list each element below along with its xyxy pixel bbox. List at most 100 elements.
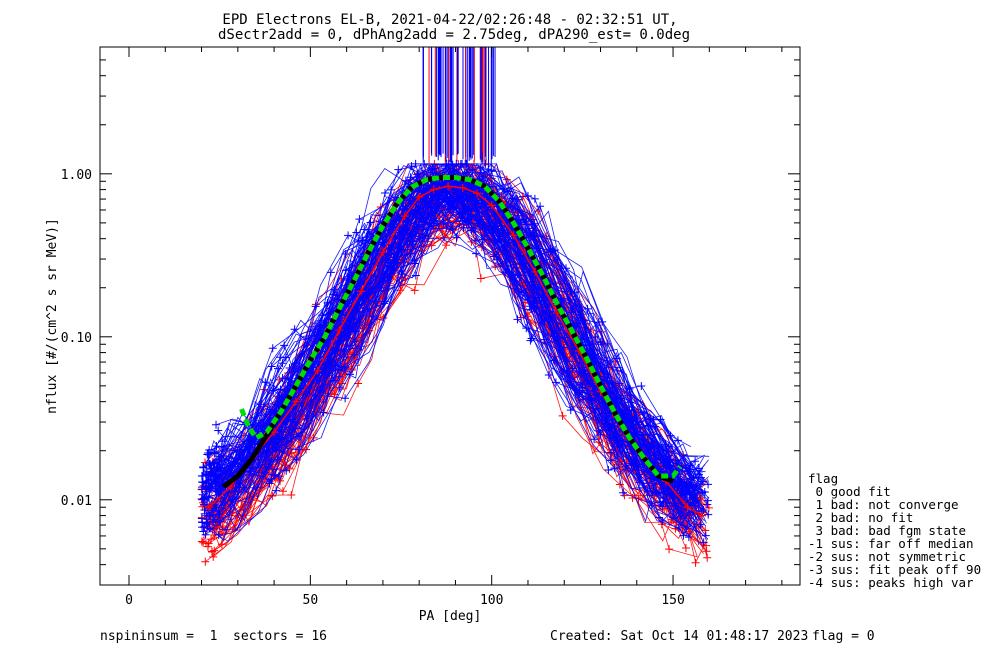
series-point-1-5 bbox=[313, 366, 322, 375]
plus-marker bbox=[594, 426, 603, 435]
trace-line bbox=[213, 192, 687, 551]
plus-marker bbox=[311, 302, 320, 311]
y-axis-label: nflux [#/(cm^2 s sr MeV)] bbox=[45, 218, 60, 414]
noise-lines bbox=[197, 47, 713, 567]
trace-line bbox=[216, 196, 707, 531]
plus-marker bbox=[447, 178, 456, 187]
series-point-1-17 bbox=[531, 267, 540, 276]
plus-marker bbox=[352, 228, 361, 237]
plus-marker bbox=[203, 476, 212, 485]
y-tick-label-2: 1.00 bbox=[61, 168, 92, 183]
legend-item-0: 0 good fit bbox=[808, 484, 891, 499]
plus-marker bbox=[657, 520, 666, 529]
plus-marker bbox=[277, 427, 286, 436]
series-point-0-23 bbox=[661, 462, 670, 471]
chart-title: EPD Electrons EL-B, 2021-04-22/02:26:48 … bbox=[222, 12, 677, 28]
plus-marker bbox=[350, 350, 359, 359]
plus-marker bbox=[380, 299, 389, 308]
series-point-1-13 bbox=[458, 183, 467, 192]
plus-marker bbox=[703, 553, 712, 562]
plus-marker bbox=[362, 233, 371, 242]
plus-marker bbox=[204, 449, 213, 458]
plus-marker bbox=[218, 521, 227, 530]
plus-marker bbox=[604, 465, 613, 474]
plus-marker bbox=[411, 159, 420, 168]
plus-marker bbox=[287, 490, 296, 499]
trace-line bbox=[210, 204, 705, 517]
plus-marker bbox=[589, 345, 598, 354]
series-point-1-16 bbox=[509, 231, 518, 240]
plus-marker bbox=[210, 546, 219, 555]
series-point-0-8 bbox=[378, 238, 387, 247]
plus-marker bbox=[476, 202, 485, 211]
plus-marker bbox=[381, 189, 390, 198]
plot-frame bbox=[99, 46, 801, 586]
y-tick-label-0: 0.01 bbox=[61, 494, 92, 509]
series-point-0-7 bbox=[357, 276, 366, 285]
plus-marker bbox=[261, 378, 270, 387]
plus-marker bbox=[481, 159, 490, 168]
plus-marker bbox=[202, 518, 211, 527]
plus-marker bbox=[201, 530, 210, 539]
plus-marker bbox=[267, 362, 276, 371]
plus-marker bbox=[277, 441, 286, 450]
plus-marker bbox=[200, 509, 209, 518]
plus-marker bbox=[551, 245, 560, 254]
plus-marker bbox=[197, 517, 206, 526]
plus-marker bbox=[442, 224, 451, 233]
legend-title: flag bbox=[808, 471, 838, 486]
footer-flag: flag = 0 bbox=[812, 629, 875, 644]
plus-marker bbox=[615, 480, 624, 489]
plus-marker bbox=[487, 166, 496, 175]
axes: 0 50 100 150 0.01 0.10 1.00 bbox=[61, 46, 800, 608]
series-point-1-15 bbox=[487, 201, 496, 210]
plus-marker bbox=[544, 371, 553, 380]
trace-line bbox=[209, 176, 692, 514]
plus-marker bbox=[699, 538, 708, 547]
series-point-0-22 bbox=[640, 439, 649, 448]
legend-item-1: 1 bad: not converge bbox=[808, 497, 959, 512]
plus-marker bbox=[212, 442, 221, 451]
plus-marker bbox=[201, 557, 210, 566]
plus-marker bbox=[410, 259, 419, 268]
series-point-1-11 bbox=[429, 185, 438, 194]
plus-marker bbox=[198, 490, 207, 499]
plus-marker bbox=[324, 310, 333, 319]
plus-marker bbox=[212, 420, 221, 429]
plus-marker bbox=[442, 241, 451, 250]
plus-marker bbox=[676, 512, 685, 521]
plus-marker bbox=[214, 510, 223, 519]
plus-marker bbox=[476, 274, 485, 283]
plus-marker bbox=[256, 400, 265, 409]
plus-marker bbox=[406, 173, 415, 182]
plus-marker bbox=[199, 538, 208, 547]
plus-marker bbox=[637, 382, 646, 391]
plus-marker bbox=[268, 447, 277, 456]
x-axis-label: PA [deg] bbox=[419, 609, 482, 624]
plus-marker bbox=[681, 490, 690, 499]
plus-marker bbox=[703, 496, 712, 505]
plus-marker bbox=[397, 245, 406, 254]
series-point-1-0 bbox=[204, 503, 213, 512]
series-point-1-24 bbox=[683, 503, 692, 512]
plus-marker bbox=[701, 531, 710, 540]
legend-item-4: -1 sus: far off median bbox=[808, 536, 974, 551]
plus-marker bbox=[701, 526, 710, 535]
plus-marker bbox=[560, 366, 569, 375]
series-point-0-2 bbox=[248, 439, 257, 448]
plus-marker bbox=[590, 435, 599, 444]
series-point-1-8 bbox=[378, 248, 387, 257]
plus-marker bbox=[330, 285, 339, 294]
series-point-1-6 bbox=[335, 326, 344, 335]
x-tick-label-3: 150 bbox=[661, 593, 684, 608]
footer-created: Created: Sat Oct 14 01:48:17 2023 bbox=[550, 629, 808, 644]
plus-marker bbox=[411, 271, 420, 280]
trace-line bbox=[206, 163, 709, 523]
plus-marker bbox=[360, 225, 369, 234]
plus-marker bbox=[704, 510, 713, 519]
plus-marker bbox=[411, 205, 420, 214]
plus-marker bbox=[704, 503, 713, 512]
plus-marker bbox=[530, 280, 539, 289]
plus-marker bbox=[340, 365, 349, 374]
legend-item-7: -4 sus: peaks high var bbox=[808, 575, 974, 590]
